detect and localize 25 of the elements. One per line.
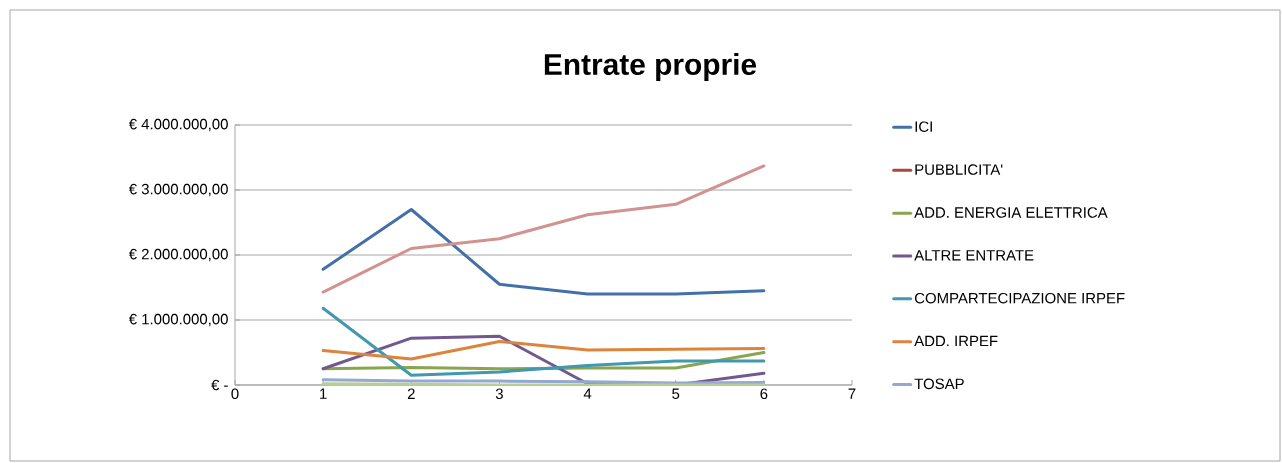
x-tick-label: 5	[672, 388, 680, 399]
x-tick-label: 0	[231, 388, 239, 400]
y-tick-label: € 4.000.000,00	[128, 118, 228, 132]
x-tick-label: 7	[848, 388, 856, 399]
y-tick-label: € 2.000.000,00	[128, 248, 228, 262]
x-tick-label: 1	[320, 388, 327, 399]
line-series	[321, 164, 766, 294]
legend-label: PUBBLICITA'	[915, 164, 1003, 175]
line-series	[321, 339, 766, 361]
legend-label: ADD. IRPEF	[914, 335, 998, 347]
line-series	[321, 208, 766, 296]
x-tick-label: 3	[495, 388, 503, 400]
legend-label: ALTRE ENTRATE	[914, 250, 1034, 261]
chart-title: Entrate proprie	[544, 53, 757, 81]
x-tick-label: 6	[760, 388, 768, 400]
x-tick-label: 2	[407, 388, 415, 399]
y-tick-label: € -	[211, 379, 228, 391]
legend-label: ICI	[915, 121, 932, 132]
legend-label: ADD. ENERGIA ELETTRICA	[914, 207, 1108, 218]
legend-label: COMPARTECIPAZIONE IRPEF	[914, 292, 1125, 304]
x-tick-label: 4	[583, 388, 592, 399]
y-tick-label: € 1.000.000,00	[128, 313, 228, 327]
y-tick-label: € 3.000.000,00	[128, 183, 228, 197]
legend-label: TOSAP	[914, 378, 964, 390]
line-series	[321, 306, 766, 377]
